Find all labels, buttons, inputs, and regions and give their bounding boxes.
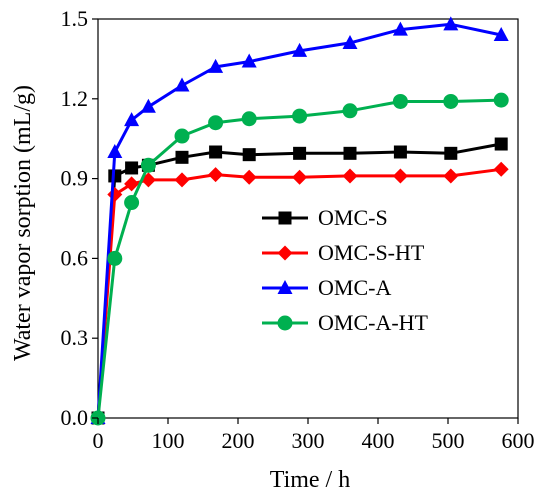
legend-label: OMC-S <box>318 205 388 230</box>
data-point <box>124 195 140 211</box>
y-tick-label: 0.9 <box>61 166 89 191</box>
series-omc-s-ht <box>90 161 509 426</box>
legend-marker <box>278 211 292 225</box>
series-omc-s <box>91 137 508 425</box>
data-point <box>392 168 408 184</box>
data-point <box>174 172 190 188</box>
legend-marker <box>277 245 293 261</box>
data-point <box>208 167 224 183</box>
series-line <box>96 142 502 419</box>
legend: OMC-S OMC-S-HT OMC-A OMC-A-HT <box>262 205 429 335</box>
data-point <box>209 145 223 159</box>
data-point <box>444 146 458 160</box>
data-point <box>107 144 123 158</box>
data-point <box>342 103 358 119</box>
y-tick-label: 0.3 <box>61 325 89 350</box>
x-tick-label: 0 <box>93 428 104 453</box>
data-point <box>292 169 308 185</box>
data-point <box>292 108 308 124</box>
legend-entry: OMC-S-HT <box>262 240 425 265</box>
data-point <box>125 161 139 175</box>
series-line <box>96 22 502 419</box>
legend-label: OMC-A <box>318 275 391 300</box>
data-point <box>393 145 407 159</box>
data-point <box>392 93 408 109</box>
data-point <box>493 26 509 41</box>
data-point <box>494 137 508 151</box>
series-omc-a <box>90 16 509 424</box>
x-tick-label: 400 <box>362 428 395 453</box>
legend-label: OMC-A-HT <box>318 310 429 335</box>
x-tick-label: 100 <box>152 428 185 453</box>
data-point <box>241 169 257 185</box>
series-layer <box>90 16 509 426</box>
data-point <box>242 148 256 162</box>
data-point <box>443 93 459 109</box>
data-point <box>493 161 509 177</box>
legend-entry: OMC-A-HT <box>262 310 429 335</box>
legend-entry: OMC-S <box>262 205 388 230</box>
data-point <box>493 92 509 108</box>
series-omc-a-ht <box>90 92 509 426</box>
axes: 0 100 200 300 400 500 600 0.0 0.3 0.6 0.9 1.2 1.5 <box>61 6 535 453</box>
data-point <box>293 146 307 160</box>
x-tick-label: 200 <box>222 428 255 453</box>
data-point <box>443 16 459 31</box>
data-point <box>241 53 257 68</box>
data-point <box>443 168 459 184</box>
data-point <box>292 42 308 57</box>
data-point <box>392 21 408 36</box>
y-tick-label: 0.6 <box>61 245 89 270</box>
data-point <box>241 111 257 127</box>
data-point <box>124 112 140 127</box>
legend-label: OMC-S-HT <box>318 240 425 265</box>
data-point <box>140 157 156 173</box>
x-tick-label: 600 <box>502 428 535 453</box>
data-point <box>124 176 140 192</box>
legend-marker <box>277 280 293 294</box>
y-tick-label: 1.2 <box>61 86 89 111</box>
data-point <box>108 169 122 183</box>
legend-entry: OMC-A <box>262 275 391 300</box>
data-point <box>208 58 224 73</box>
y-tick-label: 1.5 <box>61 6 89 31</box>
y-tick-label: 0.0 <box>61 405 89 430</box>
data-point <box>140 98 156 113</box>
x-axis-title: Time / h <box>270 467 350 493</box>
y-axis-title: Water vapor sorption (mL/g) <box>10 85 36 361</box>
x-tick-label: 300 <box>292 428 325 453</box>
data-point <box>174 77 190 92</box>
data-point <box>342 168 358 184</box>
series-line <box>96 167 502 419</box>
data-point <box>107 250 123 266</box>
series-line <box>96 98 502 419</box>
legend-marker <box>277 315 293 331</box>
data-point <box>208 115 224 131</box>
data-point <box>174 128 190 144</box>
data-point <box>107 187 123 203</box>
x-tick-label: 500 <box>432 428 465 453</box>
data-point <box>342 34 358 49</box>
data-point <box>343 146 357 160</box>
data-point <box>175 150 189 164</box>
